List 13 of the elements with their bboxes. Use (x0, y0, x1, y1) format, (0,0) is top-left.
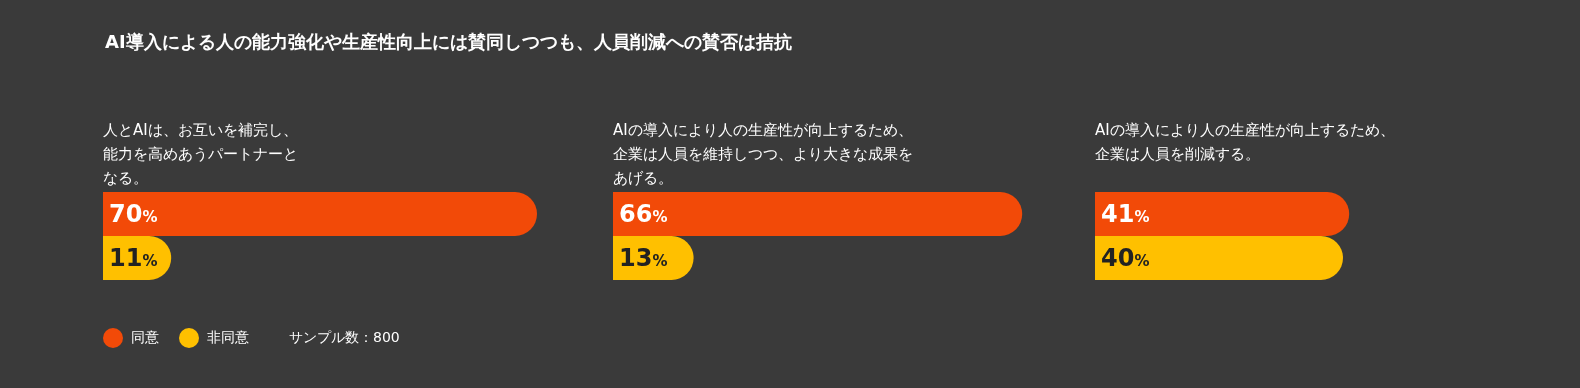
chart-subtitle: AIの導入により人の生産性が向上するため、企業は人員を削減する。 (1095, 120, 1396, 165)
chart-subtitle: 人とAIは、お互いを補完し、能力を高めあうパートナーとなる。 (103, 120, 299, 187)
legend-label: 同意 (131, 329, 159, 347)
data-label: 11% (109, 244, 158, 272)
text: サンプル数：800 (289, 329, 400, 347)
data-label: 66% (619, 200, 668, 228)
data-label: 40% (1101, 244, 1150, 272)
data-label: 13% (619, 244, 668, 272)
legend-label: 非同意 (207, 329, 249, 347)
data-label: 41% (1101, 200, 1150, 228)
chart-title: AI導入による人の能力強化や生産性向上には賛同しつつも、人員削減への賛否は拮抗 (105, 30, 792, 54)
data-label: 70% (109, 200, 158, 228)
chart-subtitle: AIの導入により人の生産性が向上するため、企業は人員を維持しつつ、より大きな成果をあげる。 (613, 120, 914, 187)
